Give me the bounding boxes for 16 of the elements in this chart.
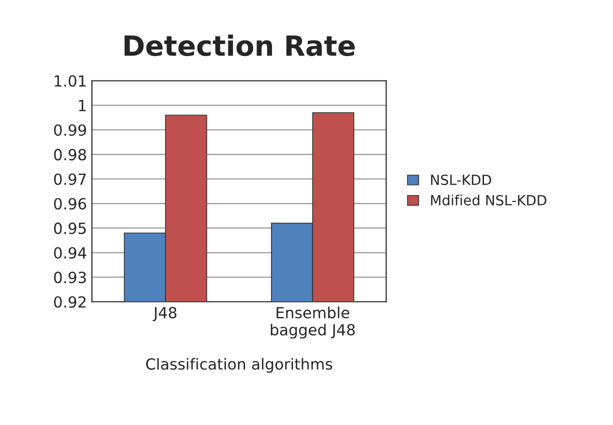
y-tick-label: 0.96 [54,198,86,210]
chart-title: Detection Rate [124,34,355,56]
y-tick-label: 0.99 [54,124,86,136]
x-axis-title: Classification algorithms [146,358,332,373]
y-tick-label: 0.95 [54,222,86,234]
legend-label: NSL-KDD [431,174,492,186]
y-tick-label: 1.01 [54,75,86,87]
x-tick-label: J48 [152,306,176,322]
y-tick-label: 0.92 [54,296,86,308]
y-tick-label: 0.93 [54,272,86,284]
y-tick-label: 0.94 [54,247,86,259]
x-tick-label: Ensemble bagged J48 [270,306,355,339]
y-tick-label: 0.97 [54,173,86,185]
legend-label: Mdified NSL-KDD [431,194,546,206]
y-tick-label: 1 [79,100,86,112]
y-tick-label: 0.98 [54,148,86,160]
